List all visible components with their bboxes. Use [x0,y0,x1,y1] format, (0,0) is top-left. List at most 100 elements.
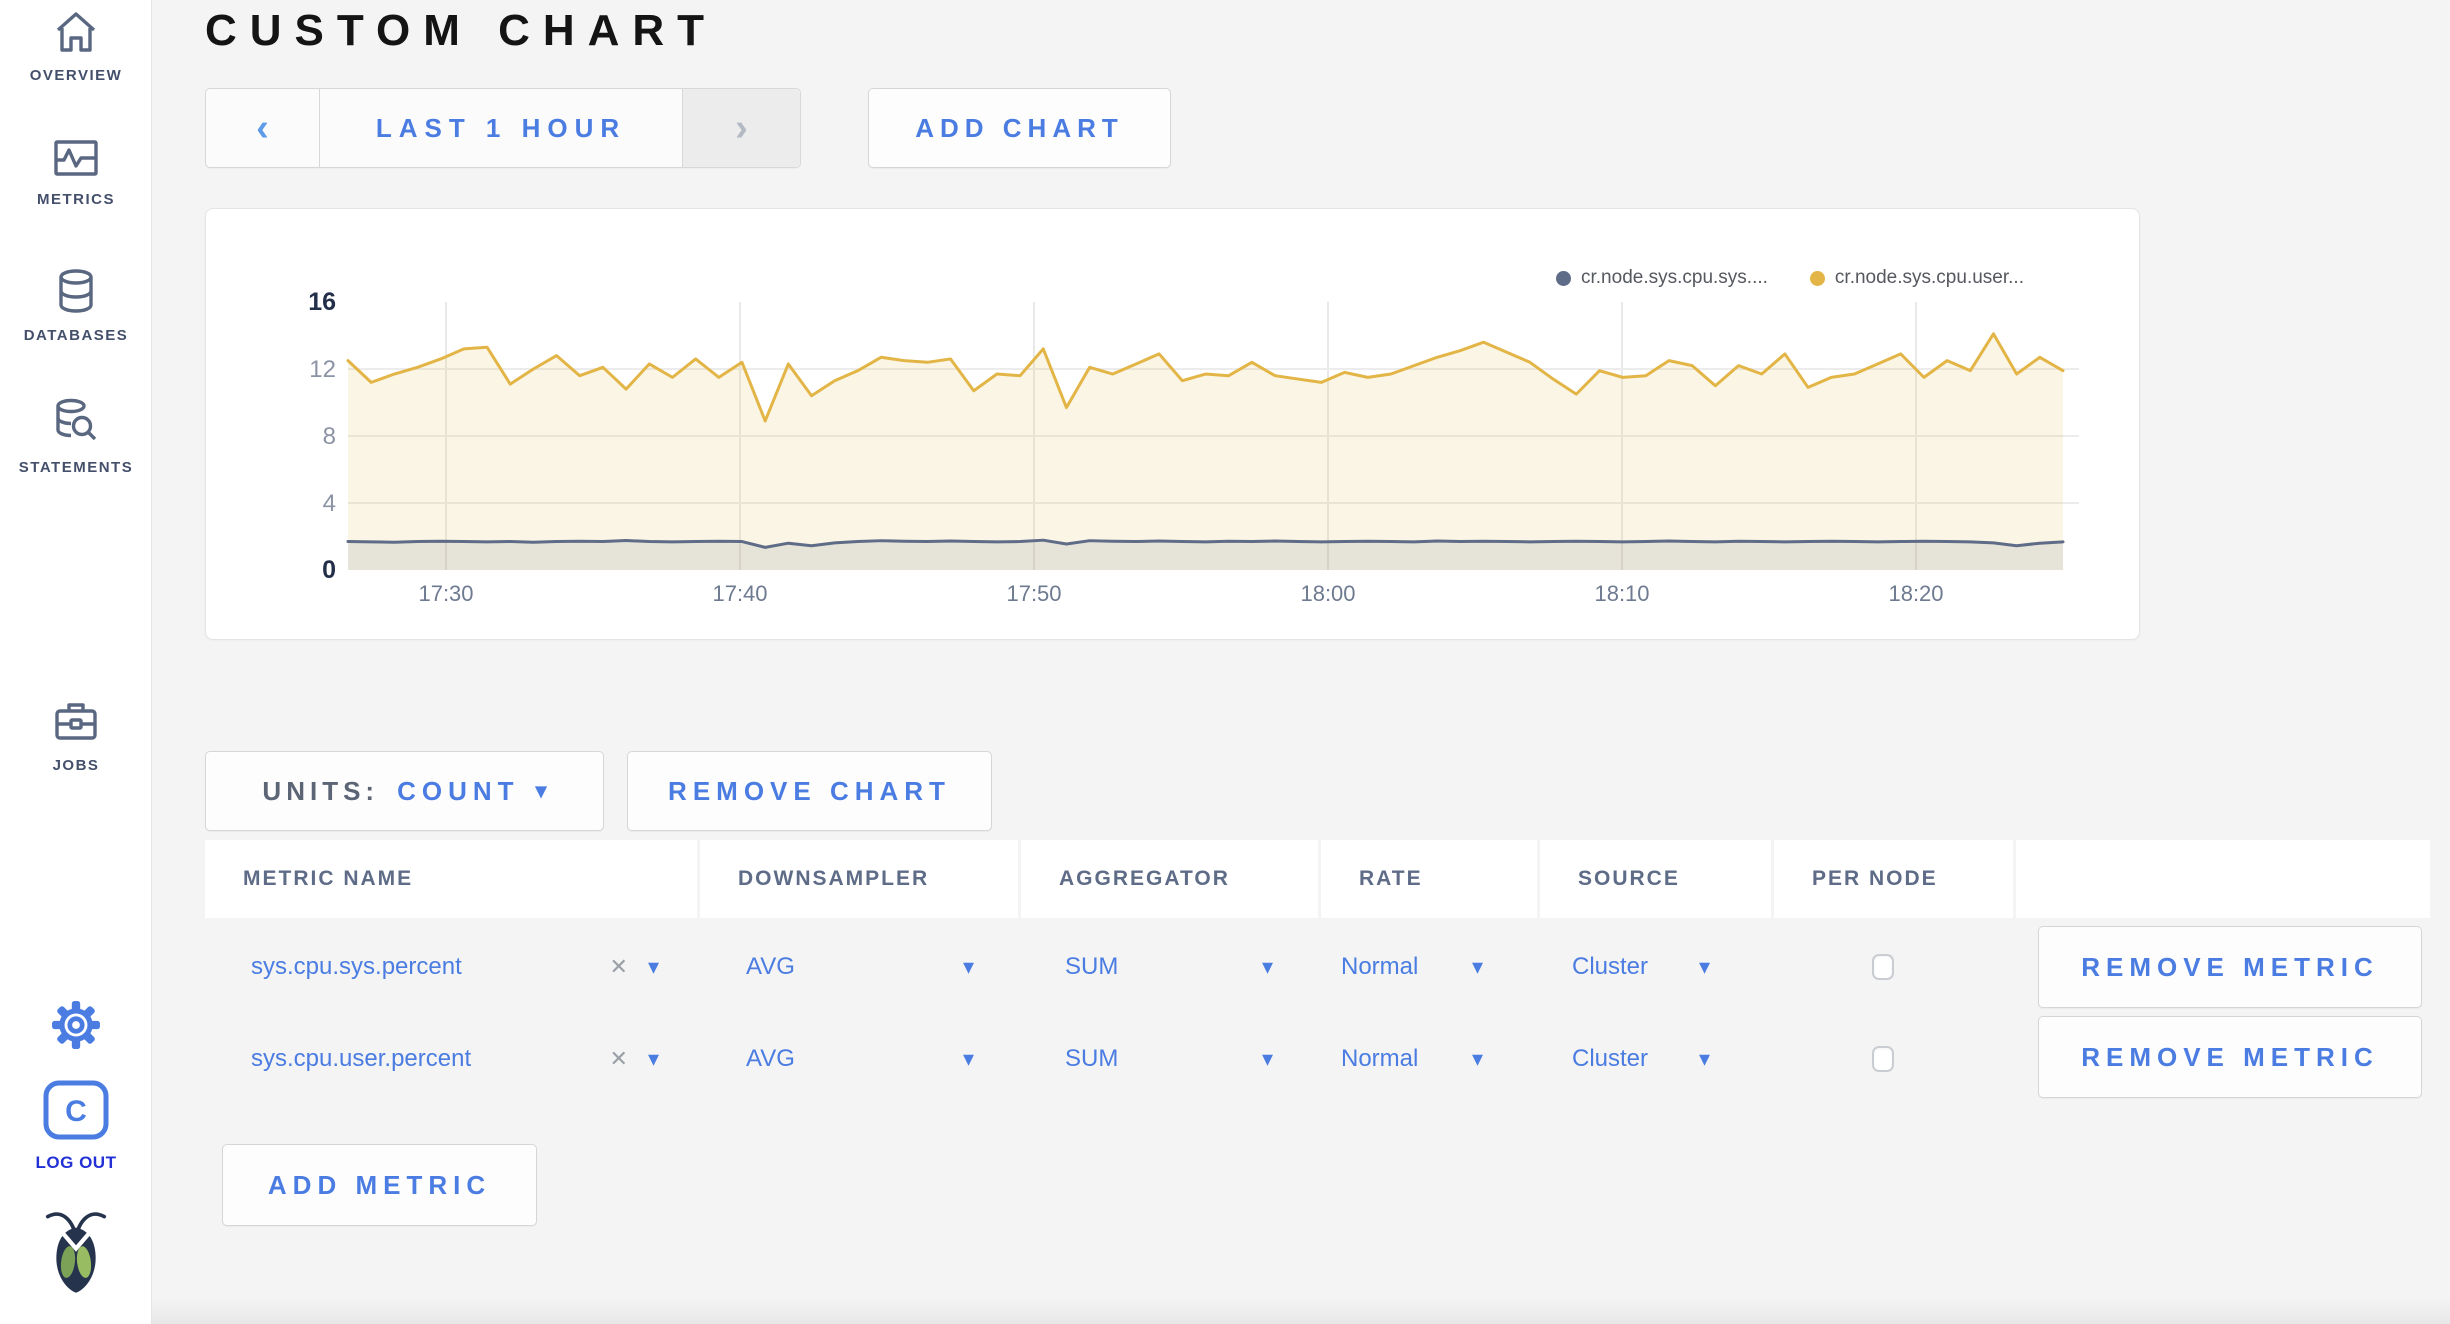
svg-text:16: 16 [308,288,336,316]
sidebar-item-statements[interactable]: STATEMENTS [0,398,152,476]
chevron-left-icon: ‹ [256,107,269,149]
sidebar-item-label: DATABASES [23,327,129,344]
svg-text:C: C [65,1095,87,1128]
column-header-actions [2016,840,2430,918]
aggregator-value: SUM [1065,1045,1119,1072]
source-value: Cluster [1572,953,1649,980]
svg-text:12: 12 [309,356,336,383]
chevron-right-icon: › [735,107,748,149]
caret-down-icon: ▾ [535,778,547,803]
logout-button[interactable]: C LOG OUT [0,1080,152,1173]
caret-down-icon: ▾ [1698,954,1710,979]
svg-text:17:40: 17:40 [712,581,767,606]
sidebar-item-databases[interactable]: DATABASES [0,268,152,344]
caret-down-icon: ▾ [1471,954,1483,979]
page-title: CUSTOM CHART [205,6,718,55]
rate-value: Normal [1341,953,1419,980]
metric-name-dropdown[interactable]: sys.cpu.sys.percent ✕ ▾ [251,922,659,1012]
timeseries-chart[interactable]: 17:30 17:40 17:50 18:00 18:10 18:20 0 4 8 12 16 [206,209,2141,641]
units-value: COUNT [397,775,520,806]
column-header-per-node: PER NODE [1774,840,2013,918]
caret-down-icon: ▾ [647,954,659,979]
briefcase-icon [52,698,100,749]
source-dropdown[interactable]: Cluster ▾ [1572,922,1710,1012]
svg-text:18:10: 18:10 [1594,581,1649,606]
svg-text:4: 4 [323,490,336,517]
column-header-source: SOURCE [1540,840,1771,918]
column-header-metric-name: METRIC NAME [205,840,697,918]
column-header-rate: RATE [1321,840,1537,918]
per-node-checkbox[interactable] [1872,1046,1894,1072]
source-dropdown[interactable]: Cluster ▾ [1572,1014,1710,1104]
rate-value: Normal [1341,1045,1419,1072]
add-chart-button[interactable]: ADD CHART [868,88,1171,168]
rate-dropdown[interactable]: Normal ▾ [1341,922,1483,1012]
aggregator-value: SUM [1065,953,1119,980]
units-dropdown[interactable]: UNITS: COUNT ▾ [205,751,604,831]
sidebar-item-label: METRICS [37,191,115,208]
aggregator-dropdown[interactable]: SUM ▾ [1065,922,1273,1012]
downsampler-dropdown[interactable]: AVG ▾ [746,1014,974,1104]
svg-text:18:00: 18:00 [1300,581,1355,606]
cockroach-bug-icon [45,1208,107,1299]
sidebar-item-label: OVERVIEW [29,67,123,84]
svg-text:17:30: 17:30 [418,581,473,606]
time-range-label[interactable]: LAST 1 HOUR [375,112,627,143]
chart-card: 17:30 17:40 17:50 18:00 18:10 18:20 0 4 8 12 16 cr… [205,208,2140,640]
caret-down-icon: ▾ [1261,954,1273,979]
source-value: Cluster [1572,1045,1649,1072]
gear-icon [51,1000,101,1055]
time-range-prev-button[interactable]: ‹ [206,89,320,167]
remove-chart-button[interactable]: REMOVE CHART [627,751,992,831]
column-header-aggregator: AGGREGATOR [1021,840,1318,918]
add-metric-button[interactable]: ADD METRIC [222,1144,537,1226]
legend-label-sys: cr.node.sys.cpu.sys.... [1581,267,1768,288]
sidebar-item-label: JOBS [52,757,100,774]
legend-item-sys[interactable]: cr.node.sys.cpu.sys.... [1556,267,1768,289]
time-range-picker: ‹ LAST 1 HOUR › [205,88,801,168]
cockroach-c-logo-icon: C [43,1080,109,1145]
database-icon [53,268,99,319]
bottom-scroll-shadow [152,1298,2450,1324]
chart-legend: cr.node.sys.cpu.sys.... cr.node.sys.cpu.… [1556,267,2024,289]
metrics-chart-icon [52,138,100,183]
aggregator-dropdown[interactable]: SUM ▾ [1065,1014,1273,1104]
metric-name-dropdown[interactable]: sys.cpu.user.percent ✕ ▾ [251,1014,659,1104]
metric-name-value: sys.cpu.user.percent [251,1045,472,1072]
settings-button[interactable] [0,1000,152,1055]
downsampler-dropdown[interactable]: AVG ▾ [746,922,974,1012]
legend-label-user: cr.node.sys.cpu.user... [1834,267,2024,288]
svg-text:18:20: 18:20 [1888,581,1943,606]
statements-search-database-icon [52,398,100,451]
caret-down-icon: ▾ [962,954,974,979]
downsampler-value: AVG [746,1045,795,1072]
home-icon [52,10,100,59]
legend-dot-user [1809,270,1825,286]
caret-down-icon: ▾ [1698,1046,1710,1071]
logout-label: LOG OUT [35,1153,117,1172]
clear-metric-icon[interactable]: ✕ [609,1046,628,1071]
sidebar-item-overview[interactable]: OVERVIEW [0,10,152,84]
downsampler-value: AVG [746,953,795,980]
caret-down-icon: ▾ [647,1046,659,1071]
sidebar-item-metrics[interactable]: METRICS [0,138,152,208]
cockroachdb-logo [0,1208,152,1299]
svg-text:17:50: 17:50 [1006,581,1061,606]
legend-item-user[interactable]: cr.node.sys.cpu.user... [1809,267,2024,289]
caret-down-icon: ▾ [1471,1046,1483,1071]
caret-down-icon: ▾ [962,1046,974,1071]
per-node-checkbox[interactable] [1872,954,1894,980]
sidebar-item-label: STATEMENTS [18,459,134,476]
legend-dot-sys [1556,270,1571,286]
remove-metric-button[interactable]: REMOVE METRIC [2038,926,2422,1008]
time-range-next-button[interactable]: › [682,89,800,167]
column-header-downsampler: DOWNSAMPLER [700,840,1018,918]
sidebar-item-jobs[interactable]: JOBS [0,698,152,774]
remove-metric-button[interactable]: REMOVE METRIC [2038,1016,2422,1098]
sidebar: OVERVIEW METRICS DATABASES [0,0,152,1324]
rate-dropdown[interactable]: Normal ▾ [1341,1014,1483,1104]
clear-metric-icon[interactable]: ✕ [609,954,628,979]
units-label: UNITS: [262,775,380,806]
metric-name-value: sys.cpu.sys.percent [251,953,462,980]
